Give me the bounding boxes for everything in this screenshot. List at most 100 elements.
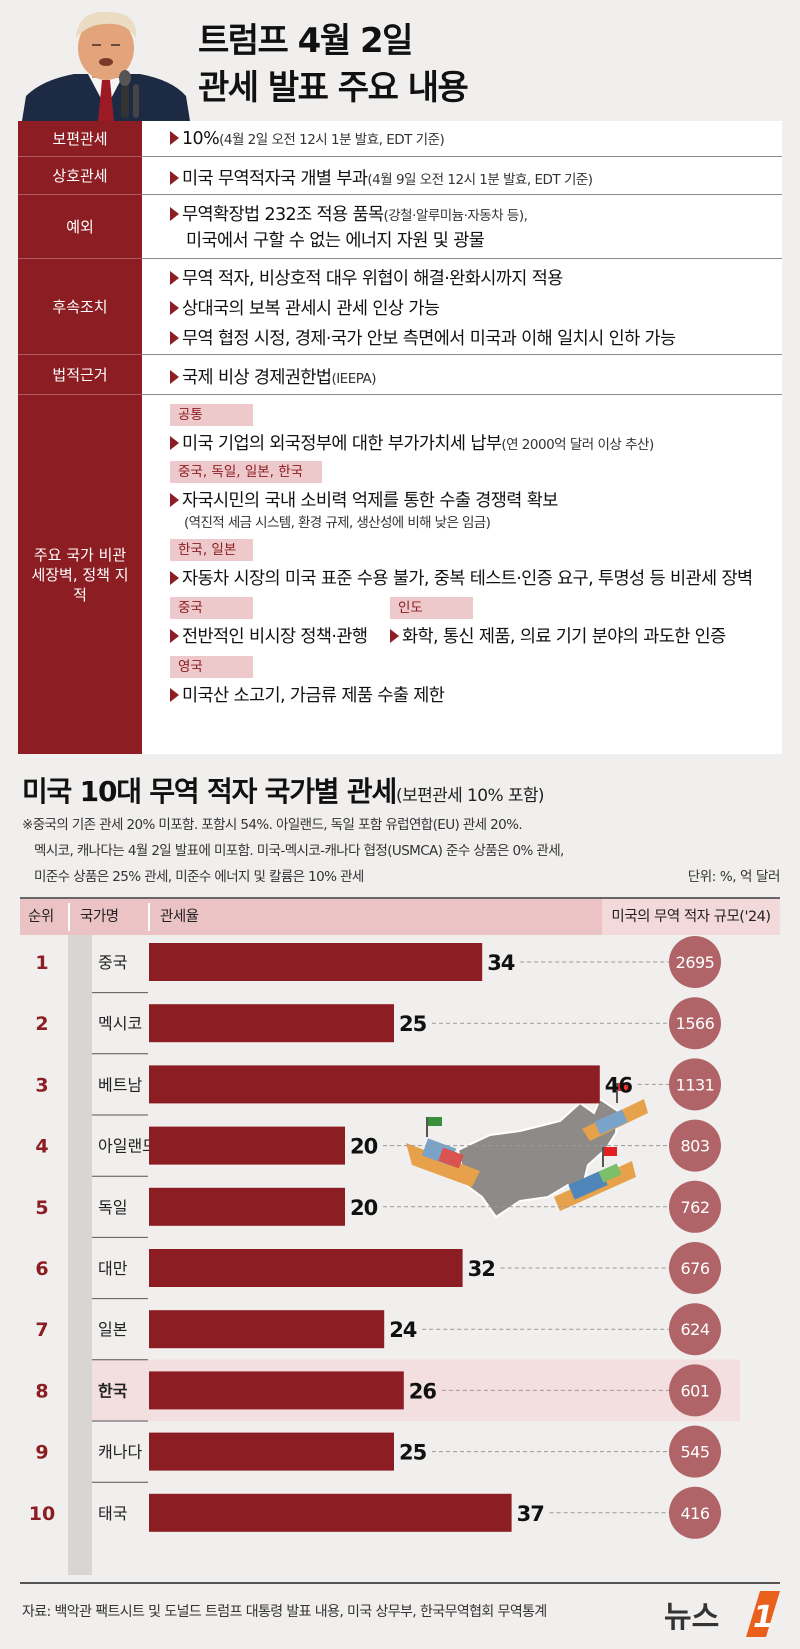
- col-tariff-rate: 관세율: [160, 909, 199, 925]
- country-label: 캐나다: [98, 1443, 142, 1462]
- bullet-triangle-icon: [170, 629, 179, 643]
- kj-main: 자동차 시장의 미국 표준 수용 불가, 중복 테스트·인증 요구, 투명성 등…: [182, 569, 753, 589]
- rank-label: 10: [29, 1503, 55, 1525]
- country-label: 중국: [98, 953, 127, 972]
- china-main: 전반적인 비시장 정책·관행: [182, 627, 368, 647]
- chart-area: 1 중국 34 2695 2 멕시코 25 1566 3 베트남 46 1131 4 아일랜드 20 803 5…: [20, 935, 780, 1575]
- deficit-circle: [669, 1058, 721, 1111]
- row-followup: 무역 적자, 비상호적 대우 위협이 해결·완화시까지 적용 상대국의 보복 관…: [142, 259, 782, 355]
- country-label: 일본: [98, 1320, 127, 1339]
- deficit-value-label: 2695: [676, 953, 715, 972]
- bullet-triangle-icon: [170, 131, 179, 145]
- universal-note: (4월 2일 오전 12시 1분 발효, EDT 기준): [219, 132, 445, 148]
- tag-korea-japan: 한국, 일본: [170, 539, 253, 561]
- uk-main: 미국산 소고기, 가금류 제품 수출 제한: [182, 686, 445, 706]
- title-line-2: 관세 발표 주요 내용: [198, 68, 469, 108]
- ship-canada-icon: [582, 1083, 648, 1141]
- us-map-ships-illustration: [406, 1083, 648, 1219]
- row-exception: 무역확장법 232조 적용 품목(강철·알루미늄·자동차 등), 미국에서 구할…: [142, 195, 782, 259]
- bullet-triangle-icon: [170, 571, 179, 585]
- tariff-bar: [149, 1432, 394, 1471]
- rank-label: 6: [35, 1258, 48, 1280]
- bullet-triangle-icon: [390, 629, 399, 643]
- deficit-circle: [669, 1180, 721, 1233]
- footer-divider: [20, 1582, 780, 1584]
- cde-main: 자국시민의 국내 소비력 억제를 통한 수출 경쟁력 확보: [182, 491, 558, 511]
- tariff-bar: [149, 1126, 345, 1165]
- deficit-circle: [669, 1364, 721, 1417]
- rank-label: 4: [35, 1136, 48, 1158]
- deficit-circle: [669, 997, 721, 1050]
- tariff-value-label: 37: [517, 1502, 544, 1526]
- header-divider: [148, 903, 150, 931]
- rank-label: 9: [35, 1442, 48, 1464]
- tag-india: 인도: [390, 597, 473, 619]
- tariff-bar: [149, 943, 483, 981]
- common-main: 미국 기업의 외국정부에 대한 부가가치세 납부: [182, 434, 502, 454]
- bullet-triangle-icon: [170, 436, 179, 450]
- bullet-triangle-icon: [170, 331, 179, 345]
- tariff-bar: [149, 1371, 404, 1410]
- country-label: 태국: [98, 1504, 127, 1523]
- col-country: 국가명: [80, 909, 119, 925]
- kj-line: 자동차 시장의 미국 표준 수용 불가, 중복 테스트·인증 요구, 투명성 등…: [170, 565, 753, 590]
- bullet-triangle-icon: [170, 370, 179, 384]
- deficit-value-label: 676: [680, 1259, 709, 1278]
- country-label: 멕시코: [98, 1014, 142, 1033]
- deficit-circle: [669, 1119, 721, 1172]
- row-reciprocal-tariff: 미국 무역적자국 개별 부과(4월 9일 오전 12시 1분 발효, EDT 기…: [142, 157, 782, 195]
- policy-table: 보편관세 상호관세 예외 후속조치 법적근거 주요 국가 비관세장벽, 정책 지…: [18, 121, 782, 754]
- tariff-bar: [149, 1310, 385, 1349]
- tariff-value-label: 32: [468, 1257, 495, 1281]
- rank-label: 1: [35, 952, 48, 974]
- tariff-bar: [149, 1065, 600, 1104]
- rank-label: 7: [35, 1319, 48, 1341]
- logo-text: 뉴스: [664, 1600, 719, 1635]
- bullet-triangle-icon: [170, 301, 179, 315]
- india-main: 화학, 통신 제품, 의료 기기 분야의 과도한 인증: [402, 627, 726, 647]
- country-label: 베트남: [98, 1075, 142, 1094]
- deficit-value-label: 601: [680, 1381, 709, 1400]
- deficit-value-label: 624: [680, 1320, 709, 1339]
- tariff-value-label: 20: [350, 1196, 378, 1220]
- source-text: 자료: 백악관 팩트시트 및 도널드 트럼프 대통령 발표 내용, 미국 상무부…: [22, 1604, 547, 1620]
- ship-mexico-icon: [406, 1117, 480, 1187]
- trump-photo: [22, 8, 190, 121]
- tag-china: 중국: [170, 597, 253, 619]
- rank-label: 3: [35, 1074, 48, 1096]
- tariff-value-label: 46: [605, 1073, 633, 1097]
- chart-title-sub: (보편관세 10% 포함): [396, 786, 545, 806]
- legal-note: (IEEPA): [331, 371, 377, 387]
- logo-number: 1: [753, 1600, 774, 1635]
- header: 트럼프 4월 2일 관세 발표 주요 내용: [0, 0, 800, 121]
- deficit-value-label: 1566: [676, 1014, 715, 1033]
- tag-uk: 영국: [170, 656, 253, 678]
- deficit-circle: [669, 1242, 721, 1294]
- deficit-value-label: 416: [680, 1504, 709, 1523]
- deficit-circle: [669, 1425, 721, 1478]
- row-universal-tariff: 10%(4월 2일 오전 12시 1분 발효, EDT 기준): [142, 121, 782, 157]
- rank-label: 5: [35, 1197, 48, 1219]
- tariff-bar: [149, 1187, 345, 1226]
- country-label: 대만: [98, 1259, 128, 1278]
- tariff-value-label: 24: [389, 1318, 417, 1342]
- tag-common: 공통: [170, 404, 253, 426]
- india-line: 화학, 통신 제품, 의료 기기 분야의 과도한 인증: [390, 623, 726, 648]
- chart-note-2: 멕시코, 캐나다는 4월 2일 발표에 미포함. 미국-멕시코-캐나다 협정(U…: [34, 843, 564, 859]
- country-label: 아일랜드: [98, 1137, 157, 1156]
- rank-label: 8: [35, 1380, 48, 1402]
- label-reciprocal-tariff: 상호관세: [18, 157, 142, 195]
- deficit-value-label: 762: [680, 1198, 709, 1217]
- legal-line: 국제 비상 경제권한법(IEEPA): [170, 364, 377, 389]
- title-line-1: 트럼프 4월 2일: [198, 21, 413, 61]
- exception-note: (강철·알루미늄·자동차 등),: [383, 208, 528, 224]
- deficit-value-label: 545: [680, 1443, 709, 1462]
- cde-line: 자국시민의 국내 소비력 억제를 통한 수출 경쟁력 확보: [170, 487, 558, 512]
- country-label: 독일: [98, 1198, 127, 1217]
- policy-label-column: 보편관세 상호관세 예외 후속조치 법적근거 주요 국가 비관세장벽, 정책 지…: [18, 121, 142, 754]
- reciprocal-line: 미국 무역적자국 개별 부과(4월 9일 오전 12시 1분 발효, EDT 기…: [170, 165, 593, 190]
- row-legal-basis: 국제 비상 경제권한법(IEEPA): [142, 355, 782, 395]
- tariff-value-label: 25: [399, 1441, 427, 1465]
- followup-text-3: 무역 협정 시정, 경제·국가 안보 측면에서 미국과 이해 일치시 인하 가능: [182, 329, 676, 349]
